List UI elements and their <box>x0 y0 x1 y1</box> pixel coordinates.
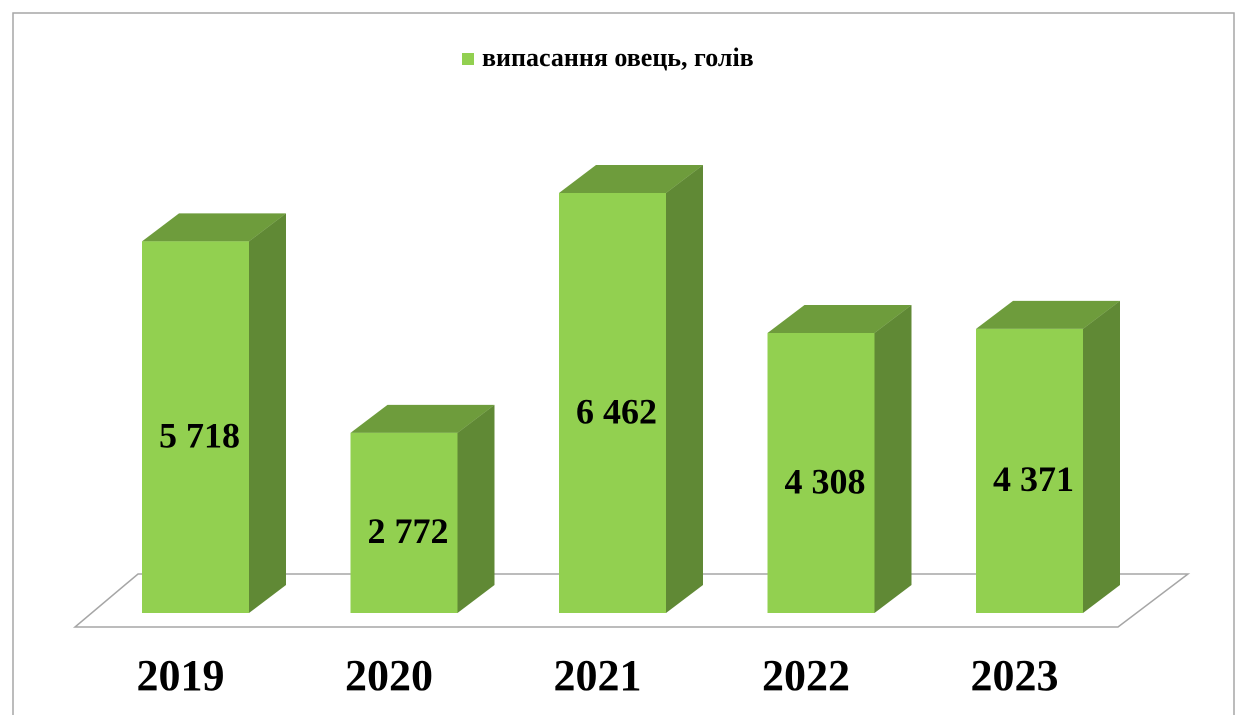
x-tick-label: 2019 <box>137 651 225 700</box>
bar-top <box>350 404 495 433</box>
legend-label: випасання овець, голів <box>482 43 754 72</box>
bar-front <box>350 432 458 613</box>
bar-side <box>874 305 912 613</box>
legend-swatch <box>462 53 474 65</box>
value-label: 5 718 <box>159 415 240 455</box>
bar-side <box>249 213 286 613</box>
x-tick-label: 2020 <box>345 651 433 700</box>
bar-top <box>559 165 703 193</box>
value-label: 4 308 <box>785 461 866 501</box>
value-label: 2 772 <box>368 511 449 551</box>
bar <box>142 213 286 613</box>
bar-front <box>559 193 666 613</box>
bar-side <box>457 404 495 613</box>
bar <box>350 404 495 613</box>
bar-top <box>142 213 286 242</box>
bar <box>767 305 912 613</box>
bar <box>976 300 1120 613</box>
value-label: 4 371 <box>993 459 1074 499</box>
bar-front <box>976 328 1083 613</box>
bar-front <box>142 241 249 613</box>
bar <box>559 165 703 613</box>
value-label: 6 462 <box>576 391 657 431</box>
x-tick-label: 2021 <box>554 651 642 700</box>
bar-front <box>767 333 875 613</box>
x-tick-label: 2022 <box>762 651 850 700</box>
bar-side <box>1083 300 1120 613</box>
bar-top <box>767 305 912 333</box>
x-tick-label: 2023 <box>971 651 1059 700</box>
bar-top <box>976 300 1120 329</box>
bar-side <box>666 165 703 613</box>
